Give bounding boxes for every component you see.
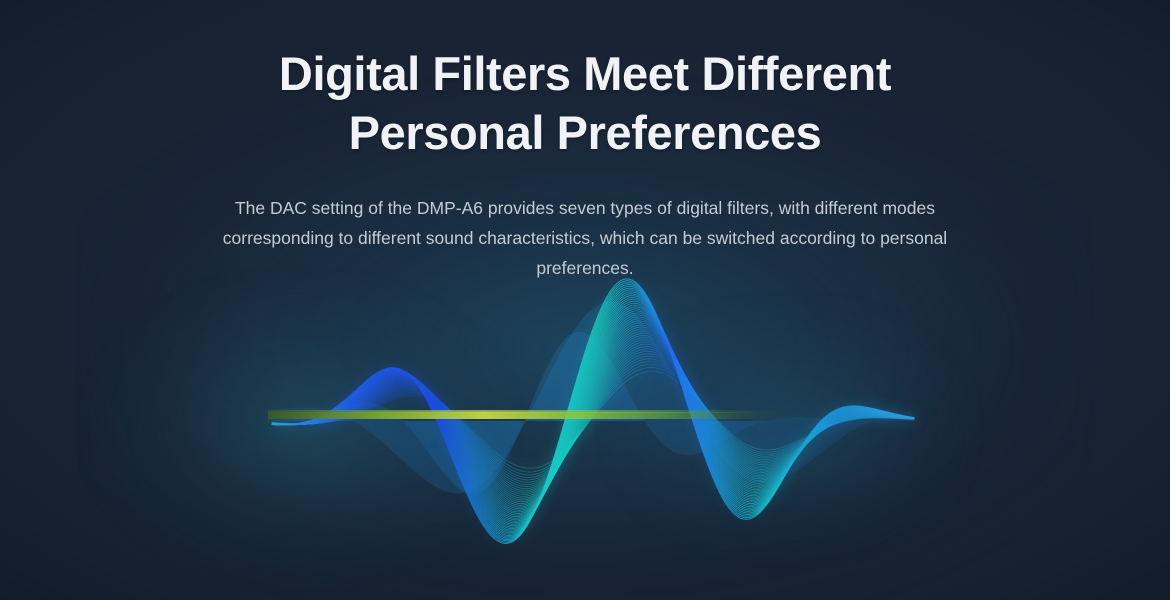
body-line-2: modes corresponding to different sound c… [222,198,936,248]
headline-line-2: Personal Preferences [348,106,822,159]
waveform-line [271,278,915,545]
waveform-line-layer [271,278,915,545]
hero-text-block: Digital Filters Meet Different Personal … [0,44,1170,283]
page-title: Digital Filters Meet Different Personal … [175,44,995,162]
hero-description: The DAC setting of the DMP-A6 provides s… [190,193,980,283]
green-streak-bar [268,412,783,419]
green-streak-highlight [268,410,783,413]
body-line-3: to personal preferences. [536,228,948,278]
body-line-1: The DAC setting of the DMP-A6 provides s… [234,198,878,218]
headline-line-1: Digital Filters Meet Different [278,47,892,100]
waveform-green-streak [268,410,783,419]
